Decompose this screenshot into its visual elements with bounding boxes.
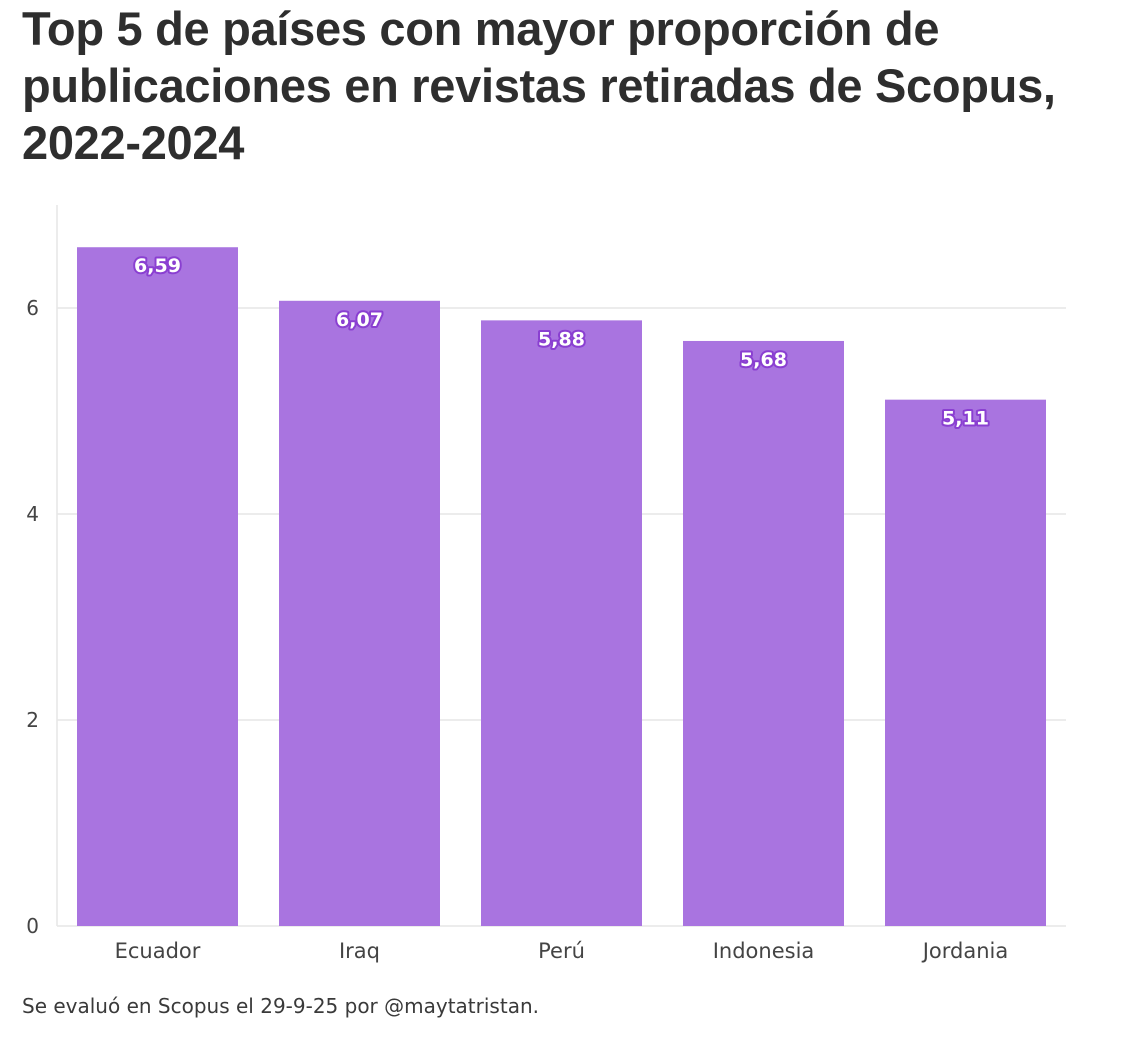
bar	[481, 320, 642, 926]
bar	[279, 300, 440, 926]
data-label: 6,07	[336, 309, 383, 331]
data-label: 5,88	[538, 328, 585, 350]
x-tick-label: Indonesia	[713, 939, 815, 963]
bar	[77, 247, 238, 927]
y-tick-label: 4	[26, 502, 39, 526]
x-tick-label: Iraq	[339, 939, 380, 963]
bar	[885, 399, 1046, 926]
x-axis: Ecuador Iraq Perú Indonesia Jordania	[115, 939, 1009, 963]
y-tick-label: 6	[26, 296, 39, 320]
data-label: 5,11	[942, 408, 989, 430]
data-labels: 6,59 6,07 5,88 5,68 5,11	[132, 253, 991, 431]
bar	[683, 340, 844, 927]
bars	[77, 247, 1046, 927]
chart-caption: Se evaluó en Scopus el 29-9-25 por @mayt…	[22, 994, 539, 1018]
x-tick-label: Perú	[538, 939, 585, 963]
data-label: 6,59	[134, 255, 181, 277]
y-tick-label: 2	[26, 708, 39, 732]
x-tick-label: Jordania	[921, 939, 1009, 963]
x-tick-label: Ecuador	[115, 939, 201, 963]
data-label: 5,68	[740, 349, 787, 371]
chart-title: Top 5 de países con mayor proporción de …	[22, 2, 1056, 169]
y-tick-label: 0	[26, 914, 39, 938]
